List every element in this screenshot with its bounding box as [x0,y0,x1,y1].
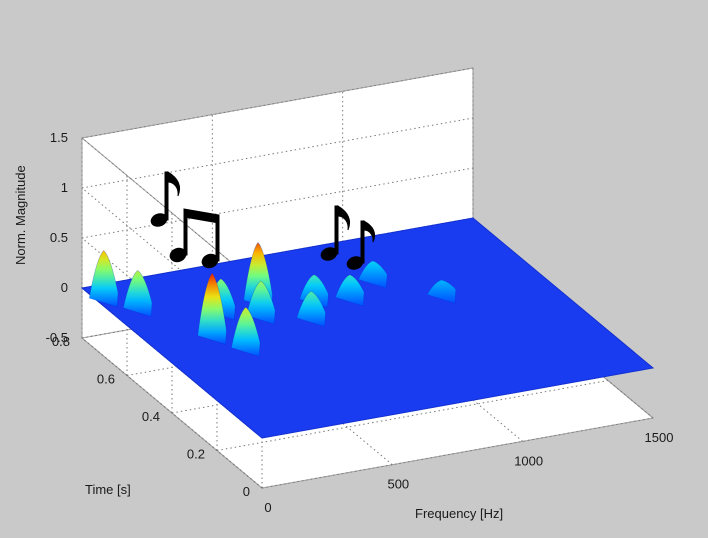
surface-baseline [80,217,655,439]
surface-peak [122,270,153,318]
y-tick-label: 0.6 [97,372,115,387]
surface-peak [231,306,261,357]
y-tick-label: 0.2 [187,447,205,462]
music-note-icon [346,220,376,270]
x-axis-label: Frequency [Hz] [415,506,503,521]
grid-line [81,187,263,339]
surface-peak [357,260,388,289]
surface-peak [197,272,227,345]
surface-peak [426,279,457,304]
tick-labels: 0 500 1000 1500 0 0.2 0.4 0.6 0.8-0.5 0 0.5 1 1.5 [46,130,674,515]
grid-line [81,337,263,489]
y-tick-label: 0.4 [142,409,160,424]
x-tick-label: 0 [264,500,271,515]
z-axis-label: Norm. Magnitude [13,165,28,265]
grid-line [216,380,609,451]
grid-line [81,67,474,139]
grid-line [261,417,654,489]
grid-line [81,137,263,289]
y-tick-label: 0.8 [52,334,70,349]
surface-peak [296,290,326,328]
x-tick-label: 1000 [514,453,543,468]
beamed-notes-icon [169,208,220,269]
grid-line [81,117,474,189]
spectrum-surface [80,217,655,439]
z-tick-label: -0.5 [46,330,68,345]
music-note-icon [150,171,181,227]
z-tick-label: 0 [61,280,68,295]
x-tick-label: 500 [387,477,409,492]
y-axis-label: Time [s] [85,482,131,497]
surface-peak [335,274,365,307]
z-tick-label: 1.5 [50,130,68,145]
y-tick-label: 0 [243,484,250,499]
z-tick-label: 0.5 [50,230,68,245]
x-tick-label: 1500 [645,430,674,445]
surface-peak [88,250,119,308]
z-tick-label: 1 [61,180,68,195]
surface-peak [246,280,276,325]
music-note-icon [320,205,351,261]
grid-line [81,167,474,239]
